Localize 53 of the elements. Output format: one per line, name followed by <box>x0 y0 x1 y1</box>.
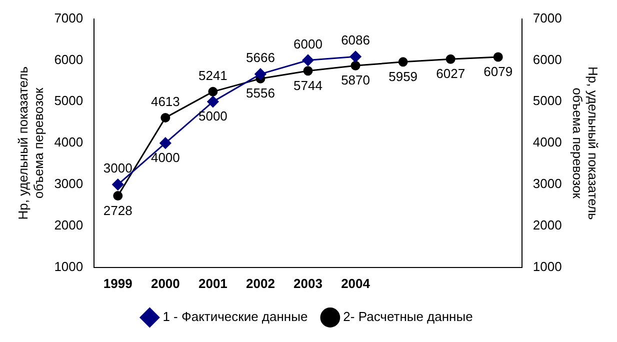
point <box>303 66 313 76</box>
x-tick-label: 2002 <box>246 276 275 291</box>
data-label: 5241 <box>198 68 228 83</box>
y2-axis-title: Нр, удельный показатель объема перевозок <box>570 66 601 220</box>
point <box>208 86 218 96</box>
data-label: 6027 <box>436 66 466 82</box>
y-tick-label: 7000 <box>54 10 84 26</box>
point <box>302 54 314 66</box>
data-label: 5666 <box>246 50 275 66</box>
data-label: 5744 <box>294 78 322 93</box>
y2-tick-label: 4000 <box>532 134 562 150</box>
y-tick-label: 6000 <box>54 52 84 67</box>
y-tick-label: 4000 <box>54 134 84 150</box>
point <box>350 60 360 70</box>
y2-tick-label: 5000 <box>532 93 562 108</box>
y-tick-label: 2000 <box>54 218 84 233</box>
y2-tick-label: 1000 <box>532 258 562 274</box>
y2-tick-label: 3000 <box>532 176 562 192</box>
point <box>112 178 124 190</box>
legend-label: 2- Расчетные данные <box>343 309 473 324</box>
data-label: 5870 <box>341 72 370 88</box>
x-tick-label: 2000 <box>150 276 180 291</box>
data-label: 6079 <box>484 64 513 80</box>
point <box>350 50 362 62</box>
data-label: 2728 <box>103 202 132 218</box>
y2-tick-label: 6000 <box>532 52 562 67</box>
data-label: 5556 <box>246 86 275 101</box>
point <box>398 57 408 67</box>
data-label: 3000 <box>103 160 132 176</box>
data-label: 6086 <box>341 32 370 48</box>
point <box>446 54 456 64</box>
y2-tick-label: 2000 <box>532 218 562 233</box>
data-label: 5959 <box>388 69 418 84</box>
x-tick-label: 2003 <box>294 276 322 291</box>
data-label: 6000 <box>294 36 322 52</box>
data-label: 4613 <box>150 94 180 109</box>
point <box>160 137 172 149</box>
y-axis-title: Нр, удельный показатель объема перевозок <box>15 66 46 220</box>
point <box>207 96 219 108</box>
point <box>493 52 503 62</box>
point <box>254 68 266 80</box>
point <box>160 112 170 122</box>
y2-tick-label: 7000 <box>532 10 562 26</box>
x-tick-label: 1999 <box>103 276 132 291</box>
data-label: 4000 <box>150 150 180 166</box>
y-tick-label: 3000 <box>54 176 84 192</box>
data-label: 5000 <box>198 108 228 124</box>
y-tick-label: 1000 <box>54 258 84 274</box>
y-tick-label: 5000 <box>54 93 84 108</box>
x-tick-label: 2004 <box>341 276 371 291</box>
point <box>113 191 123 201</box>
legend-label: 1 - Фактические данные <box>162 309 308 324</box>
x-tick-label: 2001 <box>198 276 228 291</box>
